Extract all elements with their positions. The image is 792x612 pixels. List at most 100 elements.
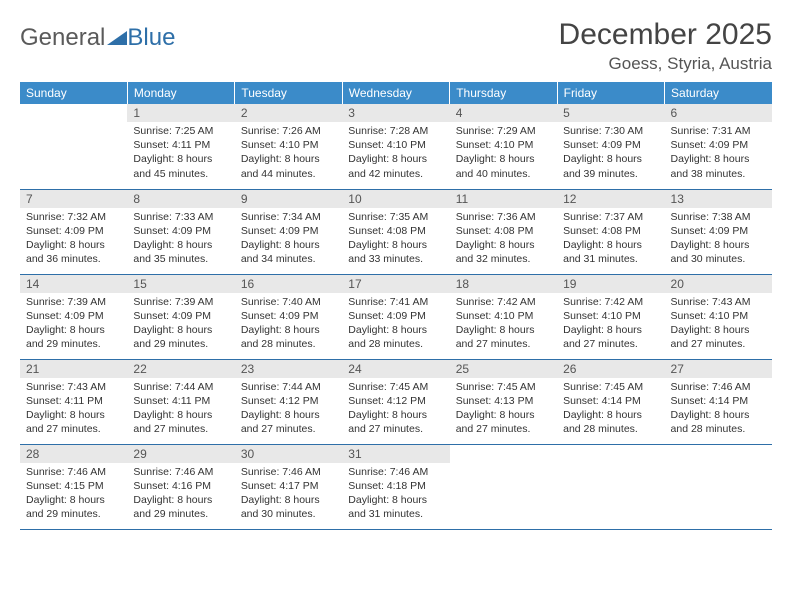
calendar-day-cell (450, 444, 557, 529)
day-number: 24 (342, 360, 449, 378)
day-content: Sunrise: 7:38 AMSunset: 4:09 PMDaylight:… (665, 208, 772, 271)
day-number: 7 (20, 190, 127, 208)
day-content: Sunrise: 7:40 AMSunset: 4:09 PMDaylight:… (235, 293, 342, 356)
weekday-header-row: SundayMondayTuesdayWednesdayThursdayFrid… (20, 82, 772, 104)
day-number: 27 (665, 360, 772, 378)
calendar-day-cell: 24Sunrise: 7:45 AMSunset: 4:12 PMDayligh… (342, 359, 449, 444)
day-content: Sunrise: 7:43 AMSunset: 4:10 PMDaylight:… (665, 293, 772, 356)
calendar-day-cell: 23Sunrise: 7:44 AMSunset: 4:12 PMDayligh… (235, 359, 342, 444)
day-number: 3 (342, 104, 449, 122)
day-content: Sunrise: 7:46 AMSunset: 4:16 PMDaylight:… (127, 463, 234, 526)
calendar-table: SundayMondayTuesdayWednesdayThursdayFrid… (20, 82, 772, 530)
logo: General Blue (20, 24, 175, 52)
calendar-day-cell: 14Sunrise: 7:39 AMSunset: 4:09 PMDayligh… (20, 274, 127, 359)
day-content: Sunrise: 7:33 AMSunset: 4:09 PMDaylight:… (127, 208, 234, 271)
calendar-day-cell: 15Sunrise: 7:39 AMSunset: 4:09 PMDayligh… (127, 274, 234, 359)
day-number: 22 (127, 360, 234, 378)
calendar-day-cell: 11Sunrise: 7:36 AMSunset: 4:08 PMDayligh… (450, 189, 557, 274)
day-content: Sunrise: 7:42 AMSunset: 4:10 PMDaylight:… (557, 293, 664, 356)
day-number: 10 (342, 190, 449, 208)
calendar-week-row: 14Sunrise: 7:39 AMSunset: 4:09 PMDayligh… (20, 274, 772, 359)
calendar-day-cell: 18Sunrise: 7:42 AMSunset: 4:10 PMDayligh… (450, 274, 557, 359)
calendar-week-row: 21Sunrise: 7:43 AMSunset: 4:11 PMDayligh… (20, 359, 772, 444)
calendar-day-cell: 30Sunrise: 7:46 AMSunset: 4:17 PMDayligh… (235, 444, 342, 529)
day-number: 14 (20, 275, 127, 293)
calendar-day-cell: 25Sunrise: 7:45 AMSunset: 4:13 PMDayligh… (450, 359, 557, 444)
weekday-header: Saturday (665, 82, 772, 104)
day-number: 28 (20, 445, 127, 463)
day-number: 29 (127, 445, 234, 463)
day-content: Sunrise: 7:32 AMSunset: 4:09 PMDaylight:… (20, 208, 127, 271)
day-number: 1 (127, 104, 234, 122)
calendar-day-cell: 5Sunrise: 7:30 AMSunset: 4:09 PMDaylight… (557, 104, 664, 189)
day-content: Sunrise: 7:41 AMSunset: 4:09 PMDaylight:… (342, 293, 449, 356)
day-content: Sunrise: 7:42 AMSunset: 4:10 PMDaylight:… (450, 293, 557, 356)
header: General Blue December 2025 Goess, Styria… (20, 18, 772, 80)
day-number: 18 (450, 275, 557, 293)
calendar-day-cell (20, 104, 127, 189)
calendar-day-cell: 20Sunrise: 7:43 AMSunset: 4:10 PMDayligh… (665, 274, 772, 359)
logo-text-blue: Blue (127, 24, 175, 52)
day-number: 15 (127, 275, 234, 293)
calendar-day-cell: 28Sunrise: 7:46 AMSunset: 4:15 PMDayligh… (20, 444, 127, 529)
day-number: 17 (342, 275, 449, 293)
page-title: December 2025 (559, 18, 772, 52)
day-number: 25 (450, 360, 557, 378)
calendar-day-cell: 6Sunrise: 7:31 AMSunset: 4:09 PMDaylight… (665, 104, 772, 189)
day-content: Sunrise: 7:39 AMSunset: 4:09 PMDaylight:… (127, 293, 234, 356)
day-number: 6 (665, 104, 772, 122)
day-content: Sunrise: 7:46 AMSunset: 4:15 PMDaylight:… (20, 463, 127, 526)
day-number: 19 (557, 275, 664, 293)
calendar-day-cell: 27Sunrise: 7:46 AMSunset: 4:14 PMDayligh… (665, 359, 772, 444)
day-number: 12 (557, 190, 664, 208)
day-number: 16 (235, 275, 342, 293)
day-content: Sunrise: 7:35 AMSunset: 4:08 PMDaylight:… (342, 208, 449, 271)
location-label: Goess, Styria, Austria (559, 54, 772, 74)
day-content: Sunrise: 7:45 AMSunset: 4:12 PMDaylight:… (342, 378, 449, 441)
day-content: Sunrise: 7:36 AMSunset: 4:08 PMDaylight:… (450, 208, 557, 271)
calendar-day-cell: 2Sunrise: 7:26 AMSunset: 4:10 PMDaylight… (235, 104, 342, 189)
calendar-day-cell: 7Sunrise: 7:32 AMSunset: 4:09 PMDaylight… (20, 189, 127, 274)
calendar-day-cell: 3Sunrise: 7:28 AMSunset: 4:10 PMDaylight… (342, 104, 449, 189)
day-content: Sunrise: 7:34 AMSunset: 4:09 PMDaylight:… (235, 208, 342, 271)
day-number: 20 (665, 275, 772, 293)
calendar-week-row: 7Sunrise: 7:32 AMSunset: 4:09 PMDaylight… (20, 189, 772, 274)
calendar-day-cell: 19Sunrise: 7:42 AMSunset: 4:10 PMDayligh… (557, 274, 664, 359)
calendar-day-cell: 17Sunrise: 7:41 AMSunset: 4:09 PMDayligh… (342, 274, 449, 359)
weekday-header: Tuesday (235, 82, 342, 104)
calendar-day-cell: 8Sunrise: 7:33 AMSunset: 4:09 PMDaylight… (127, 189, 234, 274)
day-content: Sunrise: 7:46 AMSunset: 4:14 PMDaylight:… (665, 378, 772, 441)
calendar-week-row: 28Sunrise: 7:46 AMSunset: 4:15 PMDayligh… (20, 444, 772, 529)
weekday-header: Sunday (20, 82, 127, 104)
day-content: Sunrise: 7:31 AMSunset: 4:09 PMDaylight:… (665, 122, 772, 185)
calendar-week-row: 1Sunrise: 7:25 AMSunset: 4:11 PMDaylight… (20, 104, 772, 189)
calendar-day-cell: 21Sunrise: 7:43 AMSunset: 4:11 PMDayligh… (20, 359, 127, 444)
weekday-header: Thursday (450, 82, 557, 104)
calendar-day-cell: 4Sunrise: 7:29 AMSunset: 4:10 PMDaylight… (450, 104, 557, 189)
day-number: 23 (235, 360, 342, 378)
day-content: Sunrise: 7:45 AMSunset: 4:14 PMDaylight:… (557, 378, 664, 441)
day-number: 26 (557, 360, 664, 378)
day-content: Sunrise: 7:29 AMSunset: 4:10 PMDaylight:… (450, 122, 557, 185)
calendar-day-cell (665, 444, 772, 529)
calendar-day-cell: 16Sunrise: 7:40 AMSunset: 4:09 PMDayligh… (235, 274, 342, 359)
weekday-header: Friday (557, 82, 664, 104)
calendar-day-cell (557, 444, 664, 529)
day-number: 9 (235, 190, 342, 208)
day-content: Sunrise: 7:37 AMSunset: 4:08 PMDaylight:… (557, 208, 664, 271)
weekday-header: Wednesday (342, 82, 449, 104)
day-number: 11 (450, 190, 557, 208)
title-block: December 2025 Goess, Styria, Austria (559, 18, 772, 80)
day-content: Sunrise: 7:44 AMSunset: 4:12 PMDaylight:… (235, 378, 342, 441)
calendar-day-cell: 9Sunrise: 7:34 AMSunset: 4:09 PMDaylight… (235, 189, 342, 274)
day-number: 4 (450, 104, 557, 122)
calendar-day-cell: 22Sunrise: 7:44 AMSunset: 4:11 PMDayligh… (127, 359, 234, 444)
calendar-day-cell: 13Sunrise: 7:38 AMSunset: 4:09 PMDayligh… (665, 189, 772, 274)
day-content: Sunrise: 7:44 AMSunset: 4:11 PMDaylight:… (127, 378, 234, 441)
day-content: Sunrise: 7:25 AMSunset: 4:11 PMDaylight:… (127, 122, 234, 185)
calendar-body: 1Sunrise: 7:25 AMSunset: 4:11 PMDaylight… (20, 104, 772, 529)
day-content: Sunrise: 7:28 AMSunset: 4:10 PMDaylight:… (342, 122, 449, 185)
day-number: 30 (235, 445, 342, 463)
day-content: Sunrise: 7:30 AMSunset: 4:09 PMDaylight:… (557, 122, 664, 185)
day-content: Sunrise: 7:46 AMSunset: 4:18 PMDaylight:… (342, 463, 449, 526)
